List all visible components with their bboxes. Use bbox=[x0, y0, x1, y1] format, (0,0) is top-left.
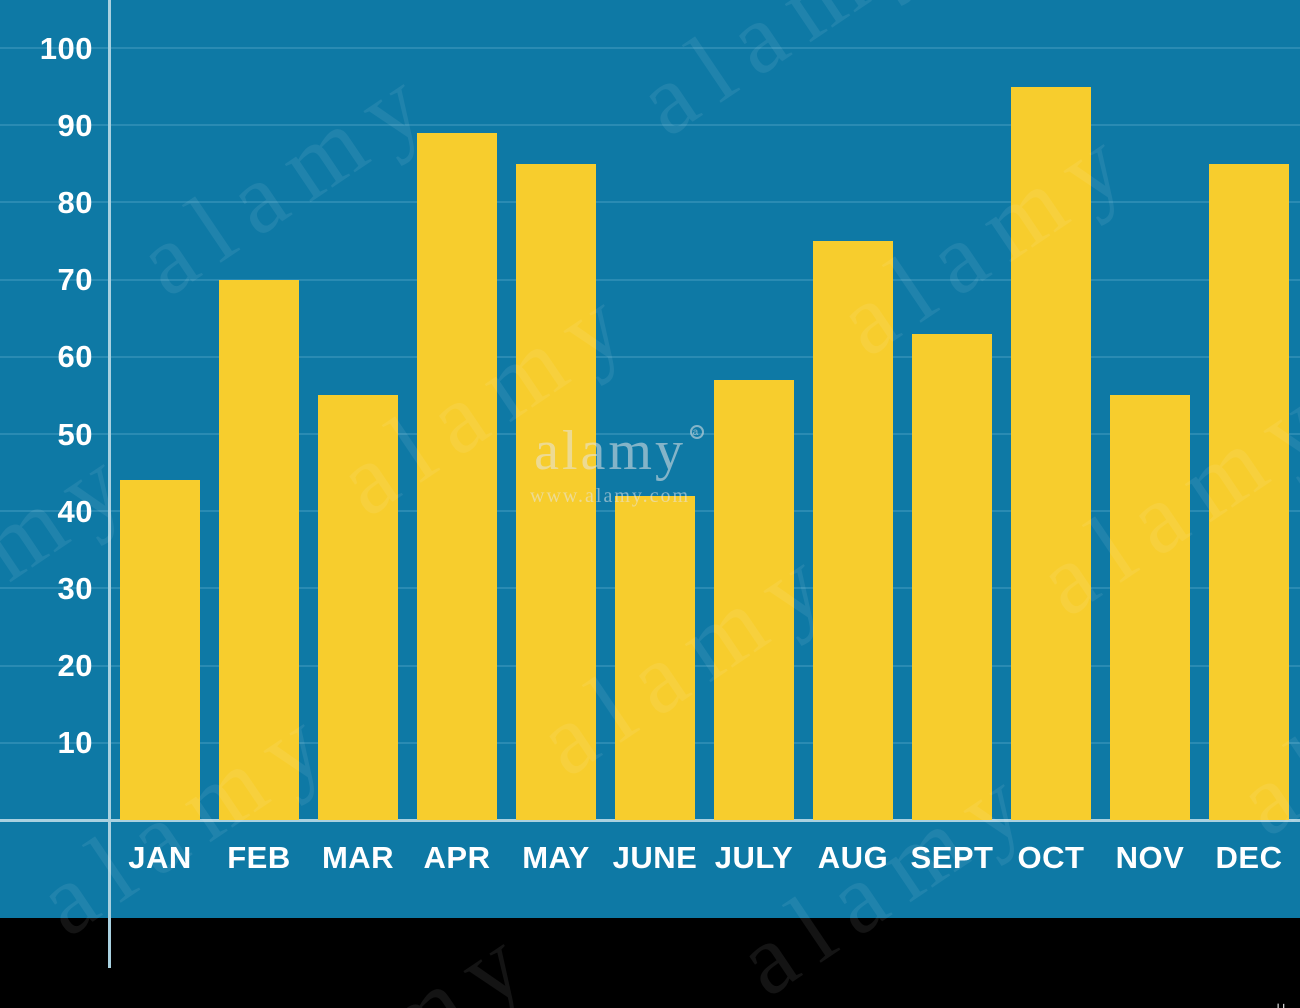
x-tick-label: APR bbox=[407, 840, 507, 876]
bar bbox=[714, 380, 794, 820]
x-tick-label: MAR bbox=[308, 840, 408, 876]
bar bbox=[615, 496, 695, 820]
y-tick-label: 80 bbox=[0, 185, 93, 221]
bar bbox=[120, 480, 200, 820]
bottom-strip bbox=[0, 918, 1300, 1008]
bar bbox=[516, 164, 596, 820]
x-tick-label: NOV bbox=[1100, 840, 1200, 876]
y-tick-label: 10 bbox=[0, 725, 93, 761]
bar bbox=[1110, 395, 1190, 820]
x-tick-label: JULY bbox=[704, 840, 804, 876]
bar bbox=[813, 241, 893, 820]
x-tick-label: OCT bbox=[1001, 840, 1101, 876]
y-tick-label: 20 bbox=[0, 648, 93, 684]
bar bbox=[1209, 164, 1289, 820]
y-tick-label: 30 bbox=[0, 571, 93, 607]
bar bbox=[417, 133, 497, 820]
y-tick-label: 90 bbox=[0, 108, 93, 144]
bar bbox=[219, 280, 299, 820]
x-tick-label: AUG bbox=[803, 840, 903, 876]
chart-container: 10 20 30 40 50 60 70 80 90 100 JANFEBMARAPRMAYJUN… bbox=[0, 0, 1300, 1008]
bar bbox=[1011, 87, 1091, 820]
x-tick-label: SEPT bbox=[902, 840, 1002, 876]
plot-area bbox=[0, 0, 1300, 820]
y-tick-label: 60 bbox=[0, 339, 93, 375]
y-tick-label: 100 bbox=[0, 31, 93, 67]
x-tick-label: DEC bbox=[1199, 840, 1299, 876]
x-tick-label: JUNE bbox=[605, 840, 705, 876]
watermark-image-id: EJDHFF bbox=[1274, 1002, 1294, 1008]
y-tick-label: 50 bbox=[0, 417, 93, 453]
y-tick-label: 40 bbox=[0, 494, 93, 530]
y-tick-label: 70 bbox=[0, 262, 93, 298]
bar bbox=[318, 395, 398, 820]
bar bbox=[912, 334, 992, 820]
x-tick-label: MAY bbox=[506, 840, 606, 876]
x-tick-label: JAN bbox=[110, 840, 210, 876]
x-tick-label: FEB bbox=[209, 840, 309, 876]
